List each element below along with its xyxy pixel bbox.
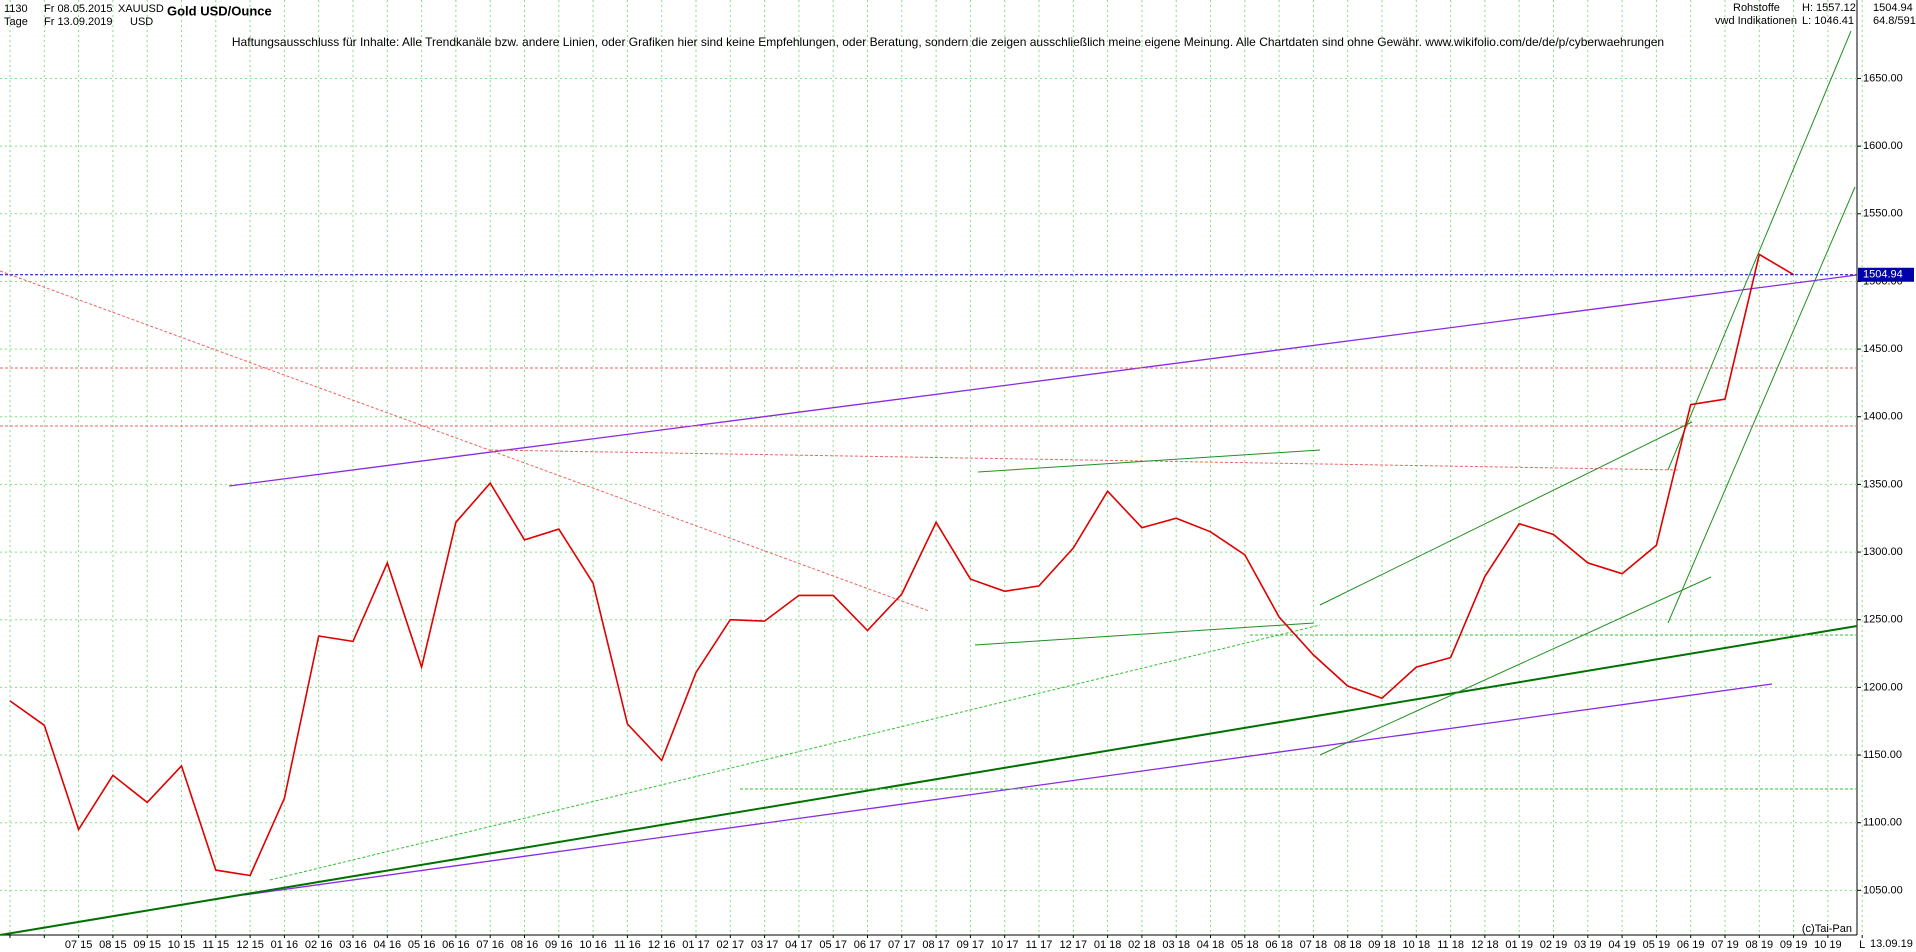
x-tick-label: 07 17 [888, 939, 916, 951]
y-tick-label: 1650.00 [1863, 72, 1903, 84]
x-tick-label: 09 19 [1780, 939, 1808, 951]
x-tick-label: 06 18 [1265, 939, 1293, 951]
y-tick-label: 1300.00 [1863, 546, 1903, 558]
x-tick-label: 08 15 [99, 939, 127, 951]
trendline [1667, 30, 1852, 471]
x-tick-label: 12 18 [1471, 939, 1499, 951]
to-date: Fr 13.09.2019 [44, 16, 113, 28]
trendline [1319, 421, 1693, 606]
x-tick-label: 04 17 [785, 939, 813, 951]
copyright: (c)Tai-Pan [1802, 923, 1852, 935]
segment: Rohstoffe [1733, 2, 1780, 14]
x-tick-label: 06 19 [1677, 939, 1705, 951]
y-tick-label: 1250.00 [1863, 614, 1903, 626]
x-tick-label: 08 19 [1746, 939, 1774, 951]
x-tick-label: 04 16 [374, 939, 402, 951]
y-tick-label: 1150.00 [1863, 749, 1902, 761]
x-tick-label: 07 18 [1300, 939, 1328, 951]
x-tick-label: 05 16 [408, 939, 436, 951]
x-tick-label: 01 18 [1094, 939, 1122, 951]
trendline [977, 449, 1321, 473]
x-tick-label: 10 15 [168, 939, 196, 951]
period: Tage [4, 16, 28, 28]
trendline [0, 625, 1857, 935]
x-tick-label: 11 18 [1437, 939, 1464, 951]
date: 13.09.19 [1870, 938, 1913, 950]
x-tick-label: 07 16 [476, 939, 504, 951]
x-tick-label: 08 18 [1334, 939, 1362, 951]
x-tick-label: 03 18 [1162, 939, 1190, 951]
x-tick-label: 05 18 [1231, 939, 1259, 951]
trendline [1667, 186, 1856, 624]
x-tick-label: 12 15 [236, 939, 264, 951]
x-tick-label: 11 16 [614, 939, 641, 951]
x-tick-label: 02 18 [1128, 939, 1156, 951]
range: 64.8/591.5 [1873, 15, 1916, 27]
x-tick-label: 10 16 [579, 939, 607, 951]
x-tick-label: 01 17 [682, 939, 710, 951]
x-tick-label: 11 15 [202, 939, 229, 951]
x-tick-label: 03 17 [751, 939, 779, 951]
trendline [974, 622, 1315, 646]
x-tick-label: 07 15 [65, 939, 93, 951]
y-tick-label: 1550.00 [1863, 208, 1903, 220]
x-tick-label: 03 16 [339, 939, 367, 951]
symbol-id: 1130 [4, 3, 28, 15]
trendline [269, 624, 1321, 881]
x-tick-label: 12 17 [1060, 939, 1088, 951]
currency: USD [130, 16, 153, 28]
x-tick-label: 02 19 [1540, 939, 1568, 951]
x-tick-label: 09 16 [545, 939, 573, 951]
trendlines [0, 30, 1857, 935]
disclaimer: Haftungsausschluss für Inhalte: Alle Tre… [232, 35, 1664, 49]
last-price-tag [1858, 267, 1914, 282]
x-tick-label: 07 19 [1711, 939, 1739, 951]
x-tick-label: 10 19 [1814, 939, 1842, 951]
x-tick-label: 03 19 [1574, 939, 1602, 951]
x-tick-label: 12 16 [648, 939, 676, 951]
trendline [489, 449, 1681, 471]
x-tick-label: 09 18 [1368, 939, 1396, 951]
x-tick-label: 04 19 [1608, 939, 1636, 951]
trendline [1319, 576, 1712, 756]
chart-title: Gold USD/Ounce [167, 3, 272, 18]
x-tick-label: 10 18 [1403, 939, 1431, 951]
y-tick-label: 1200.00 [1863, 681, 1903, 693]
x-tick-label: 04 18 [1197, 939, 1225, 951]
from-date: Fr 08.05.2015 [44, 3, 113, 15]
y-tick-label: 1100.00 [1863, 817, 1902, 829]
x-tick-label: 10 17 [991, 939, 1019, 951]
x-tick-label: 02 17 [717, 939, 745, 951]
y-tick-label: 1450.00 [1863, 343, 1903, 355]
y-tick-label: 1600.00 [1863, 140, 1903, 152]
x-tick-label: 11 17 [1026, 939, 1053, 951]
x-tick-label: 05 17 [819, 939, 847, 951]
last-price: 1504.94 [1873, 2, 1913, 14]
source: vwd Indikationen [1715, 15, 1797, 27]
x-tick-label: 02 16 [305, 939, 333, 951]
x-tick-label: 01 16 [271, 939, 299, 951]
low: L: 1046.41 [1802, 15, 1854, 27]
x-tick-label: 05 19 [1643, 939, 1671, 951]
x-tick-label: 08 16 [511, 939, 539, 951]
x-tick-label: 06 17 [854, 939, 882, 951]
x-tick-label: 09 15 [133, 939, 161, 951]
x-tick-label: L [1859, 939, 1865, 951]
y-tick-label: 1400.00 [1863, 411, 1903, 423]
y-tick-label: 1050.00 [1863, 884, 1903, 896]
high: H: 1557.12 [1802, 2, 1856, 14]
trendline [228, 274, 1857, 487]
last-price-label: 1504.94 [1863, 269, 1903, 281]
x-tick-label: 01 19 [1505, 939, 1533, 951]
price-line [9, 253, 1795, 877]
x-tick-label: 08 17 [922, 939, 950, 951]
x-tick-label: 06 16 [442, 939, 470, 951]
grid [0, 0, 1863, 935]
y-tick-label: 1350.00 [1863, 478, 1903, 490]
x-tick-label: 09 17 [957, 939, 985, 951]
ticker: XAUUSD [118, 3, 164, 15]
